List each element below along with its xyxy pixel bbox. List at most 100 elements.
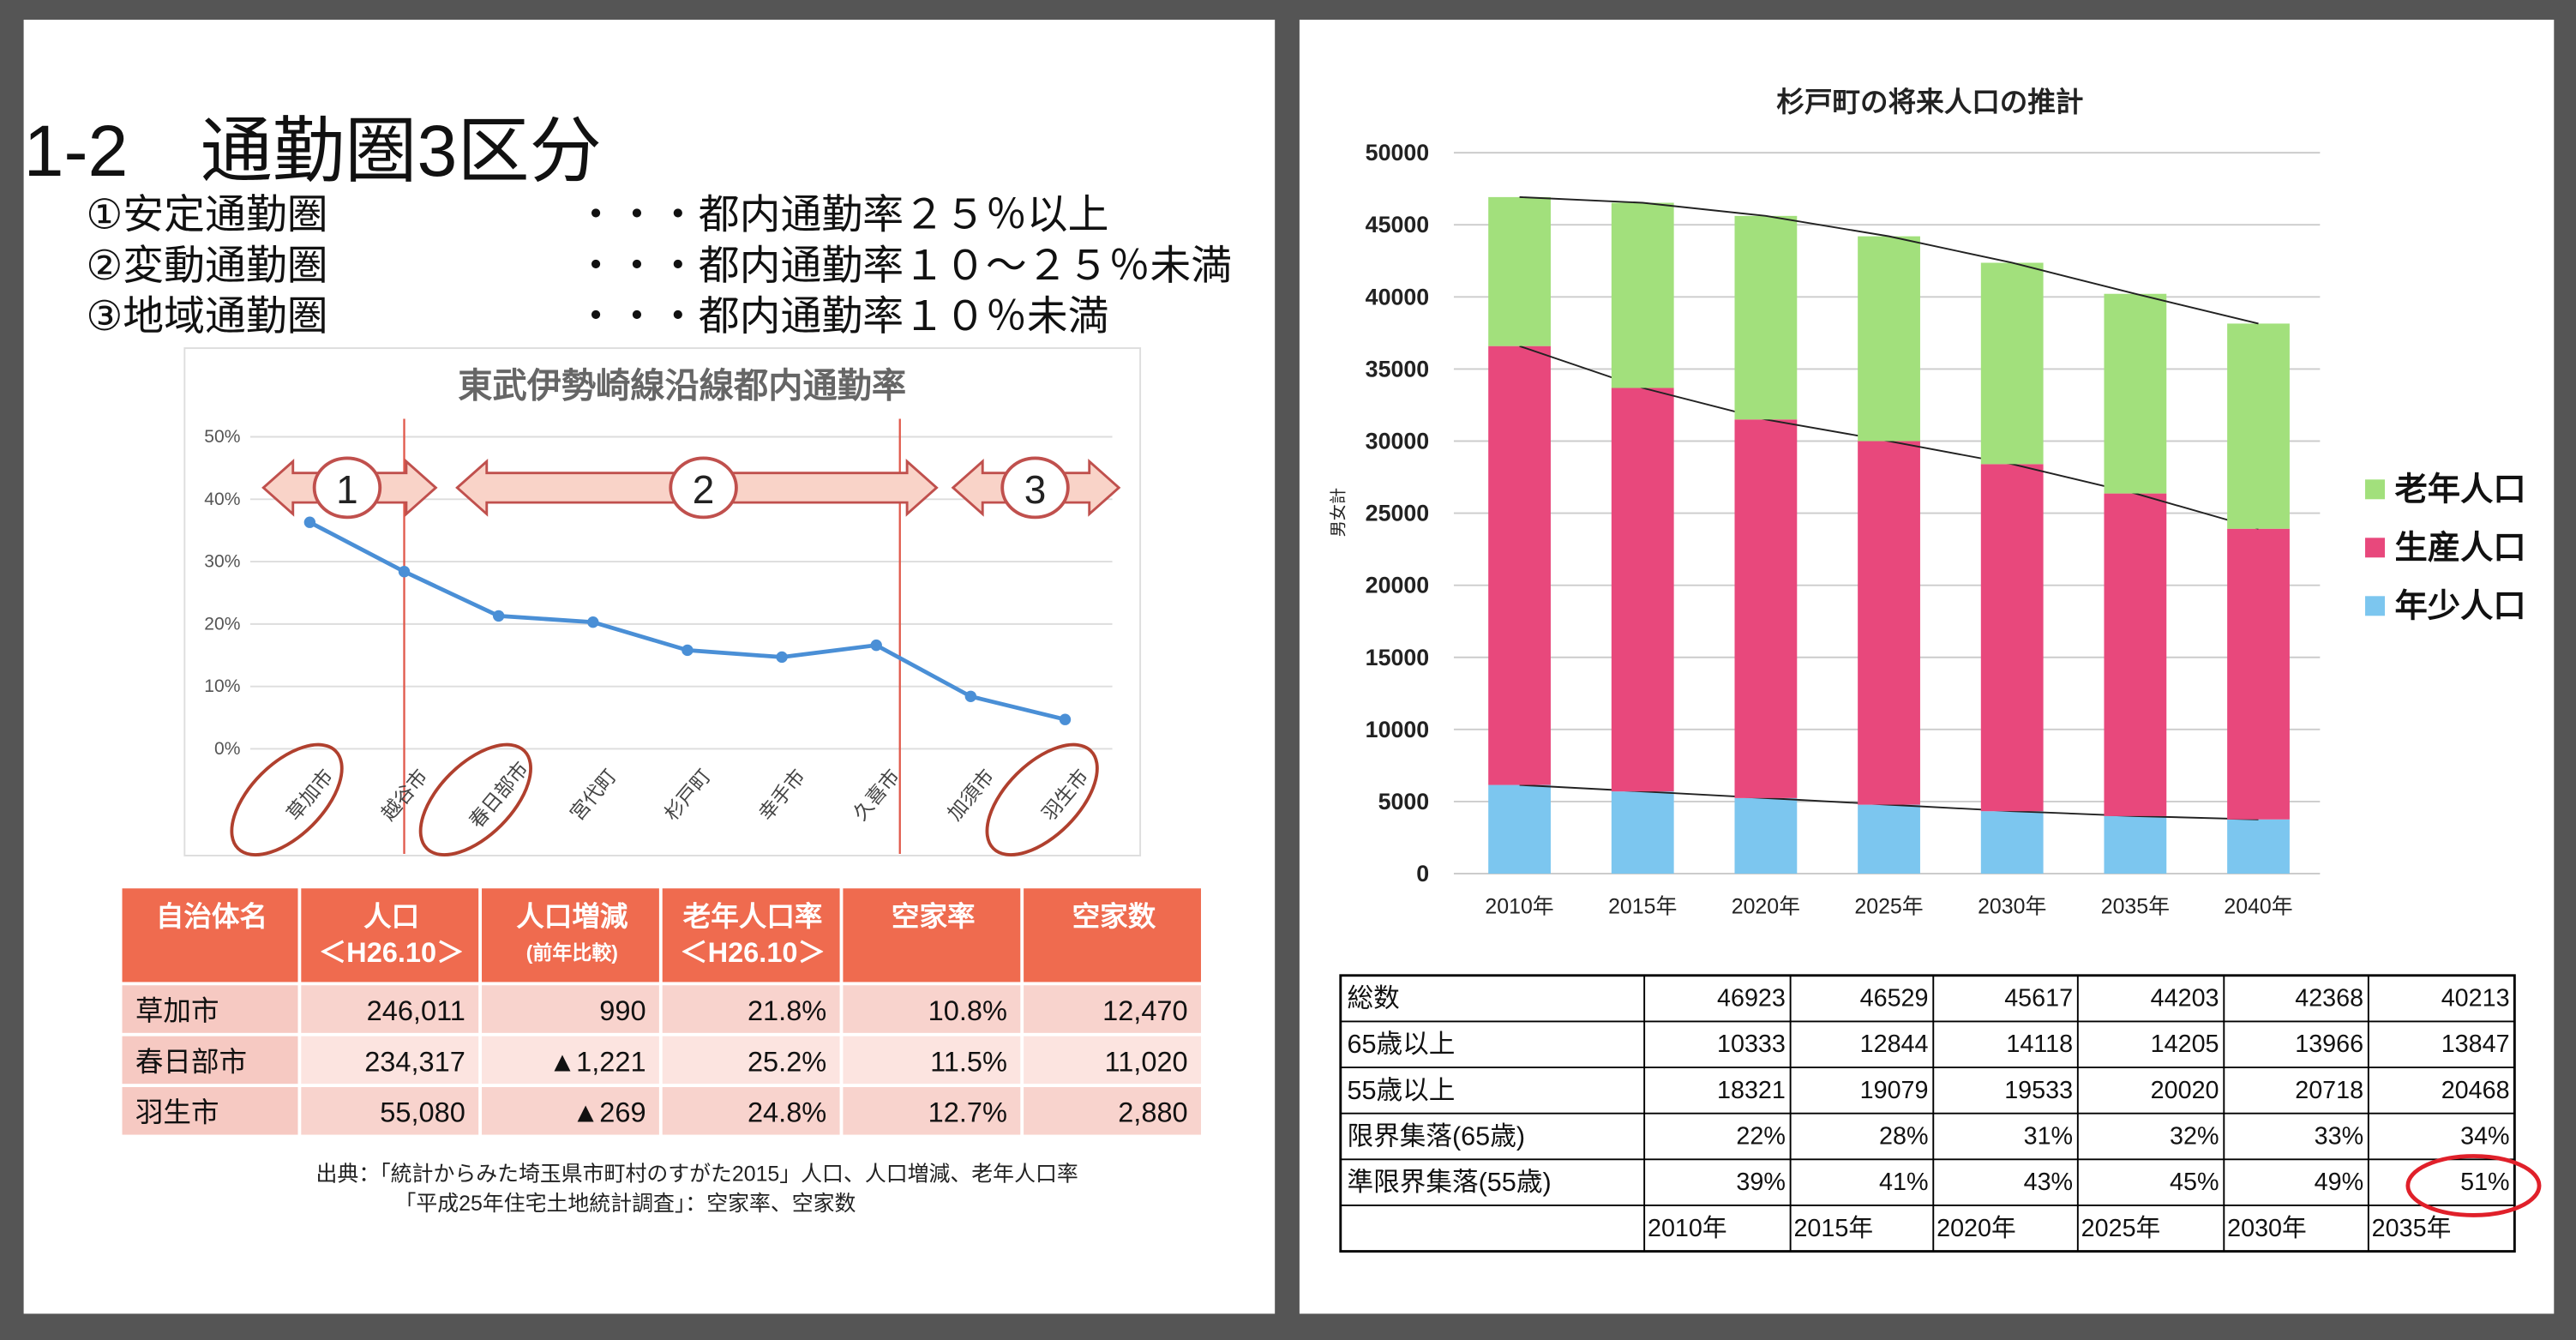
bar-segment	[1980, 811, 2044, 874]
table-header-cell	[482, 888, 659, 982]
table-cell	[843, 1087, 1021, 1135]
x-tick-label: 2010年	[1485, 894, 1553, 918]
table-cell-text: 12,470	[1102, 995, 1188, 1026]
table-header-text: 老年人口率	[683, 901, 823, 932]
table-cell	[843, 1036, 1021, 1085]
bar-segment	[2104, 815, 2167, 874]
table-cell-text: 43%	[2024, 1169, 2073, 1196]
table-cell-text: 34%	[2460, 1122, 2509, 1150]
x-tick-label: 2035年	[2101, 894, 2170, 918]
data-point	[587, 616, 599, 628]
table-cell	[122, 985, 298, 1033]
table-cell	[482, 1036, 659, 1085]
y-tick-label: 25000	[1366, 501, 1430, 526]
y-tick-label: 40000	[1366, 284, 1430, 309]
y-tick-label: 10000	[1366, 717, 1430, 742]
table-cell-text: 28%	[1879, 1122, 1928, 1150]
y-tick-label: 50000	[1366, 140, 1430, 165]
bar-segment	[1734, 215, 1798, 420]
data-point	[1059, 713, 1072, 725]
table-cell-text: 51%	[2460, 1169, 2509, 1196]
table-cell	[301, 985, 479, 1033]
table-header-text: 人口	[363, 901, 419, 932]
table-cell	[122, 1036, 298, 1085]
bar-segment	[2104, 293, 2167, 494]
chart-title: 杉戸町の将来人口の推計	[1776, 87, 2083, 117]
year-label: 2025年	[2081, 1215, 2161, 1242]
data-point	[870, 639, 882, 652]
bar-segment	[2227, 819, 2290, 874]
table-cell-text: 44203	[2151, 985, 2219, 1013]
table-cell-text: 19079	[1860, 1077, 1929, 1104]
table-cell-text: 14118	[2006, 1031, 2073, 1058]
table-cell	[662, 985, 840, 1033]
data-point	[492, 610, 505, 622]
table-header-text: 空家数	[1072, 901, 1156, 932]
table-header-cell	[843, 888, 1021, 982]
zone-number: 1	[336, 467, 358, 512]
row-label: 準限界集落(55歳)	[1347, 1168, 1551, 1197]
table-cell	[482, 1087, 659, 1135]
table-cell	[662, 1036, 840, 1085]
y-tick-label: 15000	[1366, 645, 1430, 670]
data-point	[398, 566, 411, 578]
zone-circle	[1000, 456, 1070, 520]
data-point	[964, 690, 977, 703]
y-tick-label: 30000	[1366, 428, 1430, 454]
bar-segment	[1488, 784, 1551, 874]
year-label: 2015年	[1793, 1215, 1873, 1242]
bar-segment	[1858, 804, 1920, 874]
year-label: 2035年	[2372, 1215, 2452, 1242]
bar-segment	[2227, 323, 2290, 529]
table-cell-text: 25.2%	[748, 1046, 826, 1077]
zone-number: 3	[1024, 467, 1047, 512]
source-note: 出典：「統計からみた埼玉県市町村のすがた2015」人口、人口増減、老年人口率	[316, 1163, 1078, 1187]
table-cell-text: 49%	[2315, 1169, 2363, 1196]
table-cell-text: 19533	[2004, 1077, 2073, 1104]
zone-rule: ・・・都内通勤率２５％以上	[575, 192, 1108, 237]
row-label: 限界集落(65歳)	[1347, 1121, 1525, 1151]
zone-name: ③地域通勤圏	[86, 294, 327, 340]
table-cell-text: 40213	[2441, 985, 2510, 1013]
table-header-cell	[662, 888, 840, 982]
bar-segment	[1980, 464, 2044, 812]
table-cell-text: 11,020	[1105, 1046, 1188, 1077]
y-tick-label: 35000	[1366, 356, 1430, 382]
trend-line	[1519, 195, 2259, 325]
y-tick-label: 20%	[204, 614, 240, 634]
bar-segment	[1611, 388, 1674, 792]
table-cell-text: 13966	[2295, 1031, 2363, 1058]
bar-segment	[1734, 419, 1798, 798]
y-tick-label: 0	[1416, 861, 1429, 886]
year-label: 2020年	[1937, 1215, 2016, 1242]
year-label: 2010年	[1648, 1215, 1727, 1242]
highlight-ellipse	[985, 742, 1099, 856]
y-tick-label: 20000	[1366, 573, 1430, 598]
row-label: 65歳以上	[1347, 1030, 1455, 1059]
bar-segment	[2227, 528, 2290, 820]
table-cell-text: 46529	[1860, 985, 1929, 1013]
bar-segment	[1980, 262, 2044, 465]
table-header-text: 自治体名	[156, 901, 267, 932]
table-cell-text: 45617	[2004, 985, 2073, 1013]
line-chart-frame	[183, 347, 1142, 856]
x-tick-label: 2025年	[1854, 894, 1923, 918]
table-header-cell	[301, 888, 479, 982]
highlight-ellipse	[418, 742, 532, 856]
table-cell-text: 20020	[2151, 1077, 2219, 1104]
y-tick-label: 5000	[1378, 789, 1430, 814]
table-cell	[122, 1087, 298, 1135]
y-tick-label: 50%	[204, 427, 240, 447]
table-cell-text: 11.5%	[930, 1046, 1007, 1077]
table-cell	[301, 1036, 479, 1085]
table-header-text: 人口増減	[516, 901, 628, 932]
year-label: 2030年	[2227, 1215, 2307, 1242]
legend-swatch	[2365, 479, 2386, 500]
bar-segment	[1611, 202, 1674, 388]
table-cell-text: 20468	[2441, 1077, 2510, 1104]
table-cell-text: 33%	[2315, 1122, 2363, 1150]
table-cell-text: 10333	[1717, 1031, 1786, 1058]
legend-label: 老年人口	[2395, 471, 2526, 508]
